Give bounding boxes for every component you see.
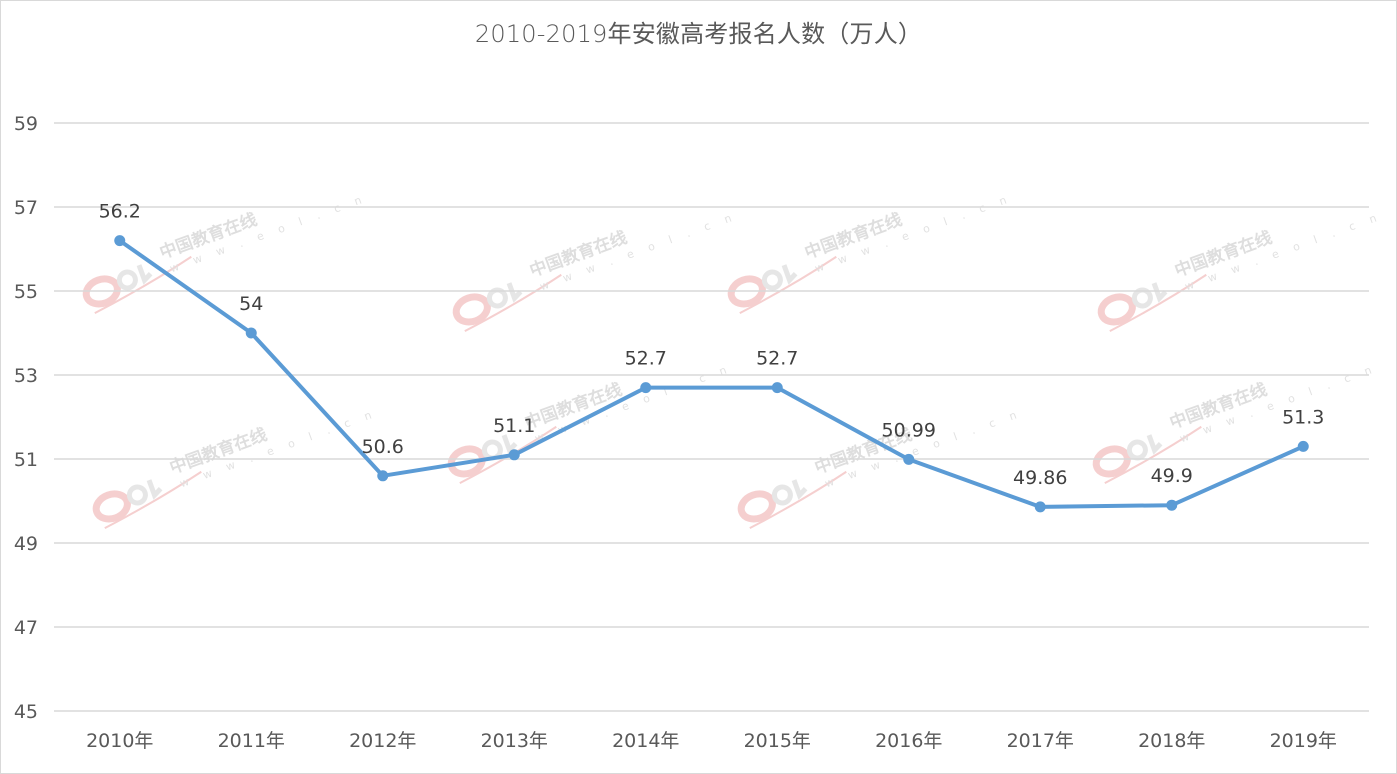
data-label: 50.6 [362, 436, 404, 458]
y-tick-label: 47 [14, 617, 38, 639]
y-tick-label: 45 [14, 701, 38, 723]
data-point-marker[interactable] [640, 382, 652, 394]
y-tick-label: 49 [14, 533, 38, 555]
y-tick-label: 59 [14, 113, 38, 135]
x-tick-label: 2014年 [612, 730, 679, 752]
y-tick-label: 51 [14, 449, 38, 471]
data-label: 49.9 [1151, 465, 1193, 487]
data-label: 49.86 [1013, 467, 1067, 489]
data-label: 51.1 [493, 415, 535, 437]
y-axis: 59 57 55 53 51 49 47 45 [14, 113, 38, 723]
data-labels: 56.2 54 50.6 51.1 52.7 52.7 50.99 49.86 49.9 51.3 [99, 201, 1325, 489]
x-tick-label: 2015年 [744, 730, 811, 752]
x-tick-label: 2012年 [349, 730, 416, 752]
x-tick-label: 2011年 [218, 730, 285, 752]
x-tick-label: 2017年 [1007, 730, 1074, 752]
series-line [117, 238, 1306, 509]
x-tick-label: 2010年 [86, 730, 153, 752]
data-point-marker[interactable] [508, 449, 520, 461]
y-tick-label: 55 [14, 281, 38, 303]
data-label: 56.2 [99, 201, 141, 223]
data-series [114, 235, 1309, 513]
x-tick-label: 2019年 [1270, 730, 1337, 752]
data-label: 52.7 [756, 348, 798, 370]
chart-title: 2010-2019年安徽高考报名人数（万人） [474, 20, 923, 48]
data-point-marker[interactable] [377, 470, 389, 482]
data-point-marker[interactable] [903, 453, 915, 465]
x-tick-label: 2016年 [875, 730, 942, 752]
data-point-marker[interactable] [245, 327, 257, 339]
y-tick-label: 53 [14, 365, 38, 387]
data-label: 52.7 [625, 348, 667, 370]
data-point-marker[interactable] [771, 382, 783, 394]
data-point-marker[interactable] [114, 235, 126, 247]
x-axis: 2010年 2011年 2012年 2013年 2014年 2015年 2016年 2017年… [86, 730, 1337, 752]
data-label: 50.99 [882, 419, 936, 441]
data-label: 54 [239, 293, 263, 315]
y-tick-label: 57 [14, 197, 38, 219]
data-point-marker[interactable] [1166, 499, 1178, 511]
data-point-marker[interactable] [1297, 440, 1309, 452]
gridlines [54, 122, 1369, 712]
x-tick-label: 2018年 [1138, 730, 1205, 752]
data-point-marker[interactable] [1034, 501, 1046, 513]
data-label: 51.3 [1282, 406, 1324, 428]
x-tick-label: 2013年 [481, 730, 548, 752]
